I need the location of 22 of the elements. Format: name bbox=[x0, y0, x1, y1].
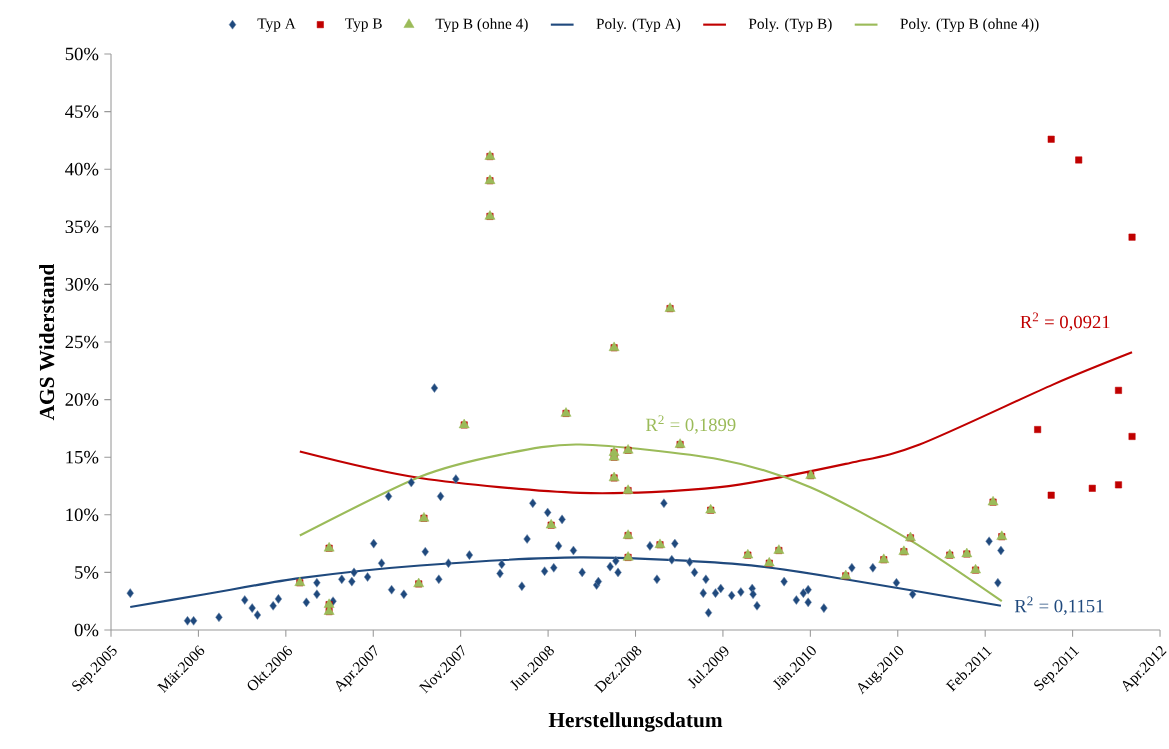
y-tick-label: 35% bbox=[65, 220, 99, 234]
legend-label: Typ A bbox=[257, 18, 296, 32]
legend-label: Poly. (Typ B (ohne 4)) bbox=[900, 18, 1039, 33]
annotation: R$^{2}$ = 0,1151 bbox=[1014, 596, 1104, 616]
y-tick-label: 50% bbox=[65, 47, 99, 61]
y-tick-label: 0% bbox=[74, 623, 99, 637]
legend-label: Typ B (ohne 4) bbox=[435, 18, 528, 33]
y-tick-label: 5% bbox=[75, 566, 99, 579]
y-tick-label: 15% bbox=[66, 450, 99, 464]
legend-label: Poly. (Typ B) bbox=[748, 18, 832, 33]
legend-label: Poly. (Typ A) bbox=[596, 18, 681, 33]
y-tick-label: 20% bbox=[65, 393, 99, 406]
y-axis-title: AGS Widerstand bbox=[39, 263, 55, 421]
y-tick-label: 10% bbox=[66, 508, 99, 522]
y-tick-label: 30% bbox=[65, 278, 99, 291]
y-tick-label: 25% bbox=[65, 335, 99, 349]
y-tick-label: 40% bbox=[65, 162, 99, 176]
annotation: R$^{2}$ = 0,0921 bbox=[1020, 312, 1110, 331]
annotation: R$^{2}$ = 0,1899 bbox=[645, 415, 736, 434]
y-tick-label: 45% bbox=[65, 105, 99, 118]
x-axis-title: Herstellungsdatum bbox=[548, 712, 723, 732]
legend-label: Typ B bbox=[345, 18, 382, 32]
